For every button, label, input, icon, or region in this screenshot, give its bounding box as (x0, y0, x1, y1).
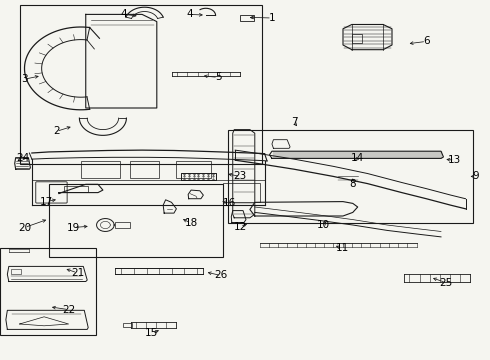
Bar (0, 248, 96, 335)
Text: 24: 24 (16, 153, 29, 163)
Bar (352, 34, 362, 43)
Text: 12: 12 (233, 222, 247, 232)
Text: 21: 21 (71, 268, 84, 278)
Text: 1: 1 (269, 13, 275, 23)
Text: 25: 25 (439, 278, 453, 288)
Text: 20: 20 (18, 222, 31, 233)
Text: 26: 26 (214, 270, 227, 280)
Text: 22: 22 (62, 305, 75, 315)
Text: 11: 11 (335, 243, 349, 253)
Text: 3: 3 (21, 74, 28, 84)
Text: 14: 14 (351, 153, 365, 163)
Text: 18: 18 (184, 218, 198, 228)
Text: 17: 17 (40, 197, 53, 207)
Bar (11, 269, 21, 274)
Bar (228, 130, 473, 223)
Text: 13: 13 (448, 155, 462, 165)
Text: 4: 4 (120, 9, 127, 19)
Text: 7: 7 (291, 117, 297, 127)
Text: 23: 23 (233, 171, 247, 181)
Text: 15: 15 (145, 328, 159, 338)
Bar (49, 184, 223, 257)
Bar (115, 222, 130, 228)
Bar (176, 161, 211, 178)
Text: 2: 2 (53, 126, 60, 136)
Text: 16: 16 (222, 198, 236, 208)
Bar (64, 186, 88, 192)
Text: 10: 10 (317, 220, 330, 230)
Text: 9: 9 (472, 171, 479, 181)
Text: 19: 19 (67, 222, 80, 233)
Text: 6: 6 (423, 36, 430, 46)
Bar (130, 161, 159, 178)
Bar (20, 5, 262, 164)
Text: 5: 5 (215, 72, 221, 82)
Bar (240, 15, 254, 21)
Bar (81, 161, 120, 178)
Text: 4: 4 (187, 9, 194, 19)
Bar (223, 183, 260, 202)
Text: 8: 8 (349, 179, 356, 189)
Bar (123, 323, 132, 327)
